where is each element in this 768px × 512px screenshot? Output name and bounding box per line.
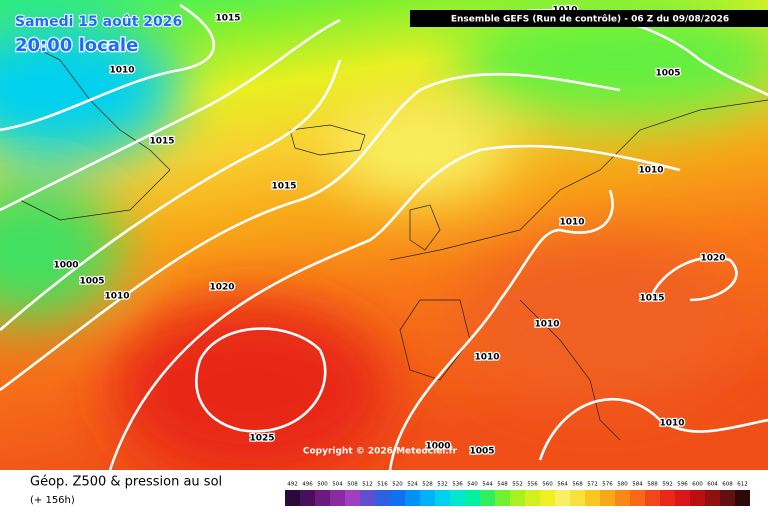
scale-label: 592: [662, 482, 673, 488]
isobar-labels: 1015101010101005101510151010101010001005…: [52, 4, 727, 458]
scale-swatch: [345, 490, 360, 506]
scale-swatch: [420, 490, 435, 506]
isobar-label: 1010: [534, 320, 559, 330]
scale-swatch: [510, 490, 525, 506]
scale-swatch: [615, 490, 630, 506]
scale-label: 556: [527, 482, 538, 488]
scale-label: 548: [497, 482, 508, 488]
scale-label: 568: [572, 482, 583, 488]
scale-swatch: [660, 490, 675, 506]
isobar-label: 1005: [79, 277, 104, 287]
scale-label: 580: [617, 482, 628, 488]
scale-label: 604: [707, 482, 718, 488]
scale-label: 584: [632, 482, 643, 488]
scale-label: 512: [362, 482, 373, 488]
scale-label: 612: [737, 482, 748, 488]
run-info: Ensemble GEFS (Run de contrôle) - 06 Z d…: [451, 14, 729, 25]
isobar-label: 1020: [209, 283, 234, 293]
scale-swatch: [690, 490, 705, 506]
scale-label: 596: [677, 482, 688, 488]
scale-swatch: [600, 490, 615, 506]
scale-label: 504: [332, 482, 343, 488]
scale-swatch: [330, 490, 345, 506]
scale-swatch: [570, 490, 585, 506]
scale-swatch: [645, 490, 660, 506]
isobar-label: 1010: [104, 292, 129, 302]
isobar-label: 1010: [109, 66, 134, 76]
scale-label: 564: [557, 482, 568, 488]
scale-swatch: [315, 490, 330, 506]
scale-label: 508: [347, 482, 358, 488]
isobar-label: 1010: [659, 419, 684, 429]
scale-label: 516: [377, 482, 388, 488]
scale-swatch: [285, 490, 300, 506]
scale-label: 492: [287, 482, 298, 488]
coastlines: [19, 39, 768, 441]
isobar-label: 1015: [149, 137, 174, 147]
scale-swatch: [375, 490, 390, 506]
scale-label: 500: [317, 482, 328, 488]
scale-label: 544: [482, 482, 493, 488]
scale-label: 536: [452, 482, 463, 488]
color-scale: 492 496 500 504 508 512 516 520 524 528 532 536 540 5…: [285, 482, 750, 506]
scale-label: 496: [302, 482, 313, 488]
scale-swatch: [525, 490, 540, 506]
scale-swatch: [495, 490, 510, 506]
date: Samedi 15 août 2026: [15, 14, 182, 30]
field: [0, 0, 768, 480]
lead-time: (+ 156h): [30, 495, 75, 506]
run-banner: [410, 10, 768, 27]
scale-swatch: [480, 490, 495, 506]
scale-swatch: [555, 490, 570, 506]
isobar-label: 1000: [425, 442, 450, 452]
scale-label: 520: [392, 482, 403, 488]
scale-swatch: [465, 490, 480, 506]
scale-label: 600: [692, 482, 703, 488]
scale-label: 528: [422, 482, 433, 488]
isobar-label: 1015: [215, 14, 240, 24]
scale-swatch: [540, 490, 555, 506]
scale-label: 524: [407, 482, 418, 488]
scale-swatch: [300, 490, 315, 506]
scale-swatch: [705, 490, 720, 506]
isobar-label: 1000: [53, 261, 78, 271]
footer-title: Géop. Z500 & pression au sol: [30, 475, 222, 490]
scale-swatch: [450, 490, 465, 506]
scale-swatch: [435, 490, 450, 506]
scale-swatch: [405, 490, 420, 506]
scale-swatch: [675, 490, 690, 506]
scale-swatch: [720, 490, 735, 506]
scale-label: 540: [467, 482, 478, 488]
isobars: [0, 3, 768, 471]
isobar-label: 1005: [469, 447, 494, 457]
isobar-label: 1015: [271, 182, 296, 192]
copyright: Copyright © 2026 Meteociel.fr: [303, 447, 458, 457]
scale-label: 572: [587, 482, 598, 488]
isobar-label: 1010: [559, 218, 584, 228]
isobar-label: 1025: [249, 434, 274, 444]
local-time: 20:00 locale: [15, 35, 138, 56]
scale-swatch: [585, 490, 600, 506]
scale-swatch: [630, 490, 645, 506]
scale-label: 552: [512, 482, 523, 488]
scale-label: 560: [542, 482, 553, 488]
isobar-label: 1005: [655, 69, 680, 79]
scale-label: 576: [602, 482, 613, 488]
isobar-label: 1015: [639, 294, 664, 304]
scale-swatch: [390, 490, 405, 506]
scale-swatch: [360, 490, 375, 506]
scale-label: 588: [647, 482, 658, 488]
isobar-label: 1010: [474, 353, 499, 363]
isobar-label: 1010: [638, 166, 663, 176]
scale-label: 608: [722, 482, 733, 488]
scale-swatch: [735, 490, 750, 506]
scale-label: 532: [437, 482, 448, 488]
isobar-label: 1020: [700, 254, 725, 264]
